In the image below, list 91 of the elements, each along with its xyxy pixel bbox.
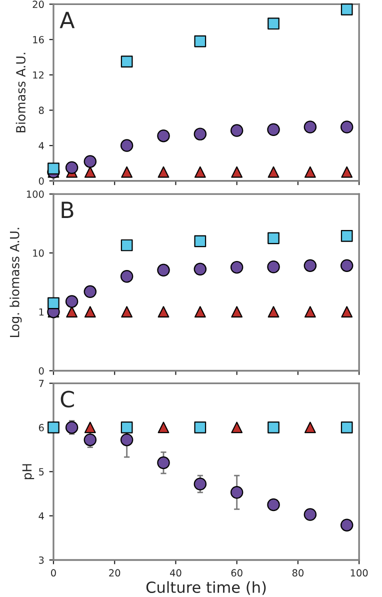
y-axis-title: Biomass A.U. xyxy=(16,52,26,132)
x-tick-label: 100 xyxy=(350,569,368,577)
y-tick-label: 4 xyxy=(38,512,44,520)
point xyxy=(268,232,280,244)
point xyxy=(157,456,170,470)
point xyxy=(304,166,316,178)
point xyxy=(267,123,280,136)
point xyxy=(84,155,97,168)
x-tick-label: 80 xyxy=(292,569,304,577)
annotation: C xyxy=(60,390,74,408)
point xyxy=(158,422,170,434)
point xyxy=(230,260,244,274)
point xyxy=(268,18,280,30)
y-tick-label: 6 xyxy=(38,424,44,432)
y-tick-label: 0 xyxy=(38,367,44,375)
point xyxy=(267,498,280,512)
point xyxy=(231,166,243,178)
x-tick-label: 0 xyxy=(51,569,56,577)
point xyxy=(230,486,244,499)
point xyxy=(340,230,353,242)
point xyxy=(84,306,96,318)
x-tick-label: 40 xyxy=(170,569,182,577)
y-tick-label: 8 xyxy=(38,106,44,114)
point xyxy=(120,270,134,283)
y-tick-label: 0 xyxy=(38,177,44,185)
point xyxy=(84,433,97,446)
point xyxy=(304,120,317,134)
point xyxy=(121,306,133,318)
point xyxy=(120,422,133,434)
y-axis-title: pH xyxy=(22,464,34,480)
point xyxy=(121,166,133,178)
point xyxy=(65,421,78,434)
point xyxy=(231,306,243,318)
y-tick-label: 1 xyxy=(39,308,44,316)
point xyxy=(341,166,353,178)
point xyxy=(231,422,243,434)
y-axis-title: Log. biomass A.U. xyxy=(10,228,22,337)
x-axis-title: Culture time (h) xyxy=(146,581,266,595)
y-tick-label: 100 xyxy=(26,190,44,198)
point xyxy=(341,306,353,318)
point xyxy=(230,124,244,137)
point xyxy=(194,422,206,434)
point xyxy=(120,239,133,252)
point xyxy=(304,508,317,521)
y-tick-label: 16 xyxy=(33,36,44,44)
y-tick-label: 3 xyxy=(39,556,44,564)
point xyxy=(194,128,207,140)
point xyxy=(48,422,60,434)
point xyxy=(120,56,133,68)
point xyxy=(66,306,78,318)
y-tick-label: 12 xyxy=(33,71,44,79)
point xyxy=(194,262,207,276)
point xyxy=(65,161,78,174)
y-tick-label: 7 xyxy=(39,380,44,387)
point xyxy=(65,295,78,308)
point xyxy=(194,478,207,490)
point xyxy=(340,259,354,272)
point xyxy=(268,166,280,178)
y-tick-label: 5 xyxy=(39,468,44,476)
point xyxy=(340,518,354,532)
point xyxy=(340,422,353,434)
point xyxy=(194,306,206,318)
annotation: A xyxy=(60,12,75,28)
point xyxy=(304,259,317,272)
point xyxy=(158,306,170,318)
point xyxy=(157,129,170,142)
point xyxy=(48,297,60,310)
point xyxy=(84,166,96,178)
annotation: B xyxy=(62,202,74,218)
x-tick-label: 60 xyxy=(231,569,242,577)
point xyxy=(267,260,280,274)
point xyxy=(48,162,60,174)
point xyxy=(84,285,97,298)
point xyxy=(268,422,280,434)
y-tick-label: 4 xyxy=(38,142,44,150)
point xyxy=(340,120,354,134)
point xyxy=(194,166,206,178)
point xyxy=(304,422,316,434)
point xyxy=(304,306,316,318)
point xyxy=(120,433,134,446)
point xyxy=(120,139,134,152)
point xyxy=(340,4,353,16)
point xyxy=(158,166,170,178)
point xyxy=(194,35,206,48)
point xyxy=(157,264,170,277)
point xyxy=(194,235,206,248)
y-tick-label: 10 xyxy=(33,249,44,257)
point xyxy=(268,306,280,318)
y-tick-label: 20 xyxy=(32,0,44,8)
x-tick-label: 20 xyxy=(109,569,120,577)
point xyxy=(84,422,96,434)
